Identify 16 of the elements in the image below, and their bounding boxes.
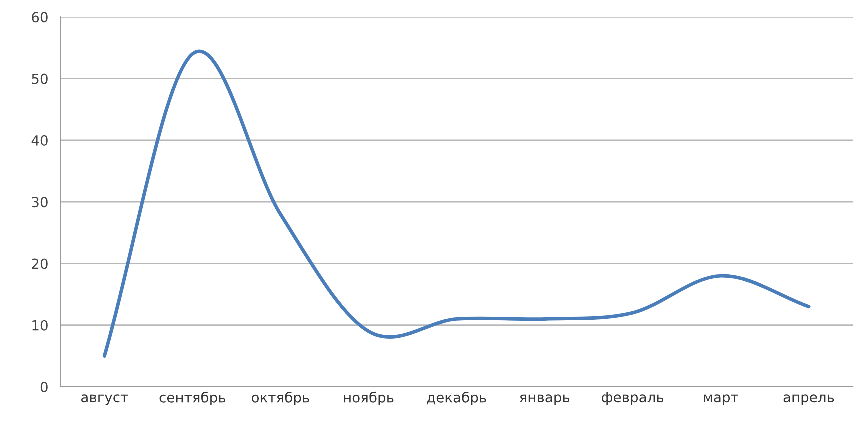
y-tick-label: 40 <box>32 135 48 146</box>
x-tick-label: ноябрь <box>344 392 394 406</box>
y-tick-label: 30 <box>32 197 48 208</box>
x-tick-label: январь <box>520 394 570 406</box>
x-tick-label: февраль <box>602 392 664 406</box>
y-tick-label: 60 <box>32 12 48 23</box>
x-tick-label: март <box>704 394 738 406</box>
y-tick-label: 10 <box>32 320 48 331</box>
x-tick-label: октябрь <box>252 392 310 406</box>
x-tick-label: сентябрь <box>160 392 226 406</box>
x-tick-label: август <box>82 394 128 406</box>
y-tick-label: 0 <box>40 382 48 392</box>
x-tick-label: апрель <box>784 394 834 406</box>
x-tick-label: декабрь <box>427 392 486 406</box>
y-tick-label: 50 <box>32 74 48 84</box>
y-tick-label: 20 <box>32 258 48 270</box>
